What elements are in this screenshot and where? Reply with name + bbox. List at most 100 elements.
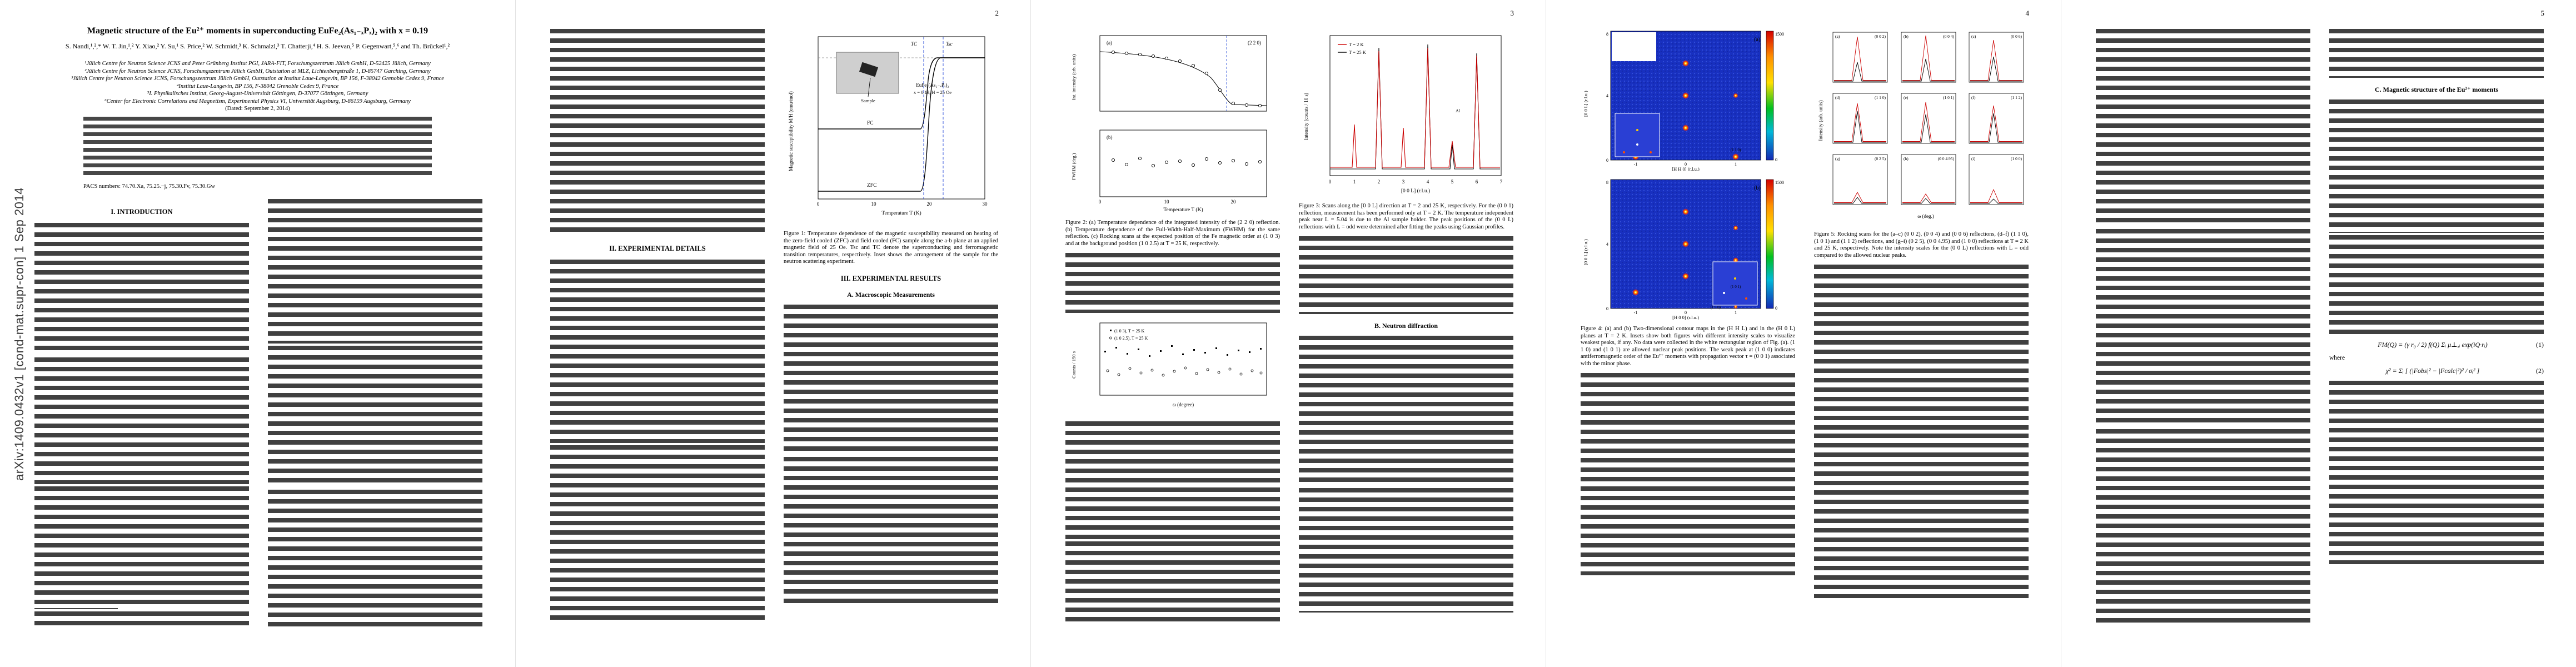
- x-axis-label: Temperature T (K): [1163, 207, 1203, 213]
- page-3: 3 (a) (2 2 0): [1030, 0, 1546, 667]
- page3-right-column: T = 2 K T = 25 K Al 0 1 2 3 4 5 6 7 [0 0…: [1299, 29, 1513, 613]
- colorbar-min: 0: [1775, 306, 1777, 311]
- page-2: 2 II. EXPERIMENTAL DETAILS Sample EuFe₂(…: [515, 0, 1031, 667]
- x-tick: 30: [983, 201, 988, 207]
- equation-number: (1): [2536, 341, 2544, 349]
- x-tick: 4: [1427, 179, 1429, 185]
- paragraph: [1065, 421, 1280, 539]
- x-tick: 6: [1476, 179, 1478, 185]
- x-tick: 2: [1378, 179, 1381, 185]
- figure4b-inset: [1712, 261, 1758, 306]
- affiliation: ⁵I. Physikalisches Institut, Georg-Augus…: [147, 91, 368, 97]
- x-tick: 7: [1500, 179, 1503, 185]
- x-tick: 3: [1402, 179, 1405, 185]
- x-axis-label: ω (degree): [1173, 402, 1194, 407]
- y-tick: 0: [1606, 306, 1608, 311]
- figure1-plot: Sample EuFe₂(As₁₋ₓPₓ)₂ x = 0.19, H = 25 …: [788, 36, 988, 216]
- page-number: 2: [995, 9, 999, 17]
- peak-annotation: (1 0 1): [1731, 285, 1741, 289]
- affiliation-list: ¹Jülich Centre for Neutron Science JCNS …: [22, 60, 493, 105]
- paragraph: [2096, 429, 2310, 627]
- section-heading-results: III. EXPERIMENTAL RESULTS: [840, 274, 941, 282]
- figure4a-inset: [1615, 113, 1660, 157]
- figure4-caption: Figure 4: (a) and (b) Two-dimensional co…: [1581, 326, 1795, 367]
- panel-label: (a): [1107, 40, 1112, 46]
- where-label: where: [2329, 355, 2345, 361]
- x-axis-label: [H H 0] (r.l.u.): [1672, 166, 1700, 171]
- figure4b-colormap: 1500 0 (b) (1 0 1) (1 0 0) 0 4 8 -1 0 1 …: [1583, 179, 1784, 320]
- paragraph: [1065, 253, 1280, 313]
- paragraph: [1814, 434, 2029, 598]
- x-tick: 0: [1685, 310, 1687, 315]
- peak-annotation: (1 1 0): [1731, 148, 1741, 152]
- page4-left-column: 1500 0 (a) (1 1 0) 0 4 8 -1 0 1 [H H 0] …: [1581, 29, 1795, 575]
- paragraph: [784, 304, 998, 455]
- legend-entry: T = 25 K: [1349, 49, 1367, 55]
- tc-label: TC: [911, 41, 918, 47]
- svg-text:(0 2 5): (0 2 5): [1875, 156, 1886, 161]
- author-list: S. Nandi,¹,²,* W. T. Jin,¹,² Y. Xiao,² Y…: [65, 42, 450, 50]
- colorbar: [1766, 179, 1774, 309]
- x-tick: 0: [1685, 162, 1687, 167]
- page2-right-column: Sample EuFe₂(As₁₋ₓPₓ)₂ x = 0.19, H = 25 …: [784, 29, 998, 604]
- subsection-heading-macroscopic: A. Macroscopic Measurements: [847, 290, 935, 298]
- paragraph: [2329, 99, 2544, 233]
- page-5: 5 C. Magnetic structure of the Eu²⁺ mome…: [2061, 0, 2576, 667]
- paragraph: [34, 357, 249, 484]
- x-tick: 1: [1353, 179, 1356, 185]
- page1-left-column: I. INTRODUCTION: [34, 199, 249, 605]
- footnote-text: [34, 611, 249, 626]
- svg-text:(c): (c): [1971, 34, 1976, 39]
- figure1-caption: Figure 1: Temperature dependence of the …: [784, 231, 998, 265]
- paragraph: [2096, 229, 2310, 427]
- figure5-panel: (h) (0 0 4.95): [1901, 154, 1956, 205]
- paragraph: [1581, 373, 1795, 484]
- figure3-plot: T = 2 K T = 25 K Al 0 1 2 3 4 5 6 7 [0 0…: [1303, 35, 1503, 194]
- x-axis-label: Temperature T (K): [881, 210, 921, 216]
- page-4: 4: [1546, 0, 2061, 667]
- page1-right-column: [268, 199, 482, 635]
- legend-entry: (1 0 2.5), T = 25 K: [1114, 336, 1148, 341]
- paragraph: [2096, 29, 2310, 227]
- figure5-panel: (a) (0 0 2): [1832, 32, 1888, 83]
- colorbar-max: 1500: [1775, 180, 1784, 185]
- figure4a-colormap: 1500 0 (a) (1 1 0) 0 4 8 -1 0 1 [H H 0] …: [1583, 31, 1784, 172]
- paragraph: [34, 486, 249, 604]
- colorbar: [1766, 31, 1774, 161]
- equation-body: FM(Q) = (γ r₀ / 2) f(Q) Σᵢ μ⊥,ᵢ exp(iQ·r…: [2378, 341, 2488, 349]
- x-axis-label: ω (deg.): [1917, 213, 1934, 219]
- paragraph: [2329, 235, 2544, 335]
- footnote: [34, 608, 249, 626]
- x-axis-label: [H 0 0] (r.l.u.): [1672, 315, 1699, 320]
- svg-text:(h): (h): [1904, 156, 1909, 161]
- paragraph: [268, 346, 482, 487]
- x-tick: 1: [1735, 162, 1737, 167]
- affiliation: ³Jülich Centre for Neutron Science JCNS,…: [71, 76, 444, 82]
- equation-body: χ² = Σᵢ [ (|Fobs|² − |Fcalc|²)² / σᵢ² ]: [2385, 367, 2480, 375]
- figure5-grid: (a) (0 0 2) (b) (0 0 4) (c) (0 0 6) (d) (1 1 0)…: [1824, 30, 2027, 212]
- paragraph: [2329, 381, 2544, 564]
- arxiv-stamp: arXiv:1409.0432v1 [cond-mat.supr-con] 1 …: [12, 187, 26, 481]
- dated-line: (Dated: September 2, 2014): [225, 106, 290, 112]
- figure5-panel: (e) (1 0 1): [1901, 93, 1956, 144]
- paragraph: [1299, 336, 1513, 486]
- y-tick: 4: [1606, 242, 1608, 247]
- svg-text:(f): (f): [1971, 95, 1976, 100]
- subsection-heading-neutron: B. Neutron diffraction: [1374, 322, 1438, 330]
- paragraph: [1299, 488, 1513, 613]
- y-axis-label: [0 0 L] (r.l.u.): [1583, 91, 1588, 117]
- abstract-text: [83, 117, 432, 179]
- y-tick: 4: [1606, 93, 1608, 98]
- equation-number: (2): [2536, 367, 2544, 375]
- params-label: x = 0.19, H = 25 Oe: [914, 89, 951, 95]
- x-tick: -1: [1634, 310, 1638, 315]
- paragraph: [1814, 265, 2029, 431]
- figure5-panel: (f) (1 1 2): [1969, 93, 2024, 144]
- subsection-heading-magstruct: C. Magnetic structure of the Eu²⁺ moment…: [2374, 86, 2498, 93]
- x-tick: 5: [1451, 179, 1454, 185]
- figure2-caption: Figure 2: (a) Temperature dependence of …: [1065, 220, 1280, 247]
- y-tick: 8: [1606, 32, 1608, 37]
- compound-label: EuFe₂(As₁₋ₓPₓ)₂: [916, 82, 949, 88]
- y-tick: 0: [1606, 158, 1608, 163]
